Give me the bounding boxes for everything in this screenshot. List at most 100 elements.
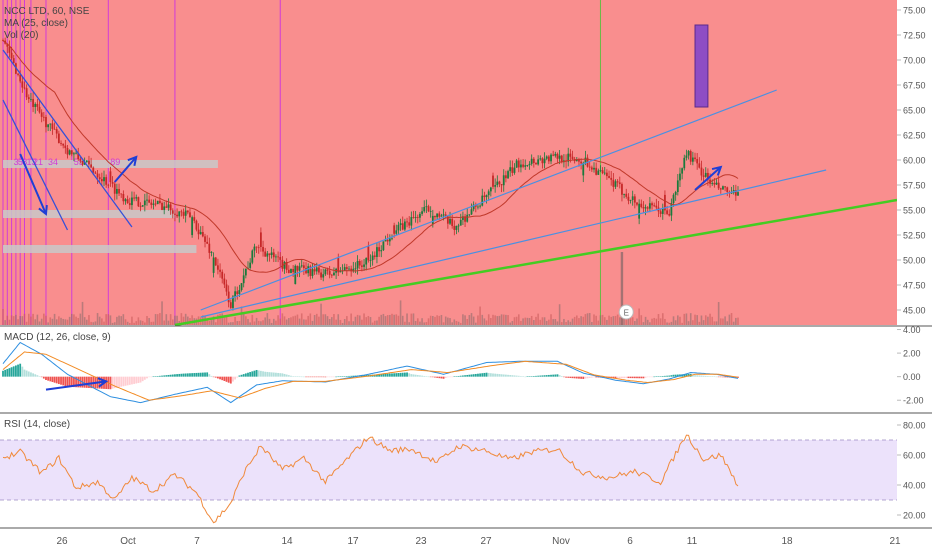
volume-bar bbox=[646, 319, 649, 325]
macd-histogram-bar bbox=[12, 366, 15, 377]
volume-bar bbox=[571, 318, 574, 325]
volume-bar bbox=[118, 315, 120, 325]
volume-bar bbox=[90, 321, 92, 325]
macd-histogram-bar bbox=[150, 376, 153, 378]
fib-label: 5 bbox=[18, 157, 23, 167]
macd-histogram-bar bbox=[532, 376, 535, 377]
macd-histogram-bar bbox=[384, 373, 387, 377]
macd-histogram-bar bbox=[85, 376, 88, 388]
price-legend-1: MA (25, close) bbox=[4, 18, 68, 29]
macd-histogram-bar bbox=[376, 374, 378, 377]
candle-body bbox=[290, 269, 292, 273]
candle-body bbox=[550, 154, 552, 162]
candle-body bbox=[479, 205, 482, 207]
macd-histogram-bar bbox=[141, 376, 144, 382]
volume-bar bbox=[475, 322, 477, 325]
volume-bar bbox=[638, 308, 640, 325]
volume-bar bbox=[483, 318, 486, 325]
volume-bar bbox=[608, 315, 610, 325]
candle-body bbox=[700, 167, 703, 176]
candle-body bbox=[393, 225, 396, 234]
candle-body bbox=[339, 271, 342, 273]
volume-bar bbox=[674, 320, 677, 325]
candle-body bbox=[378, 247, 380, 252]
candle-body bbox=[124, 199, 127, 202]
macd-histogram-bar bbox=[477, 373, 479, 377]
volume-bar bbox=[644, 316, 647, 325]
price-tick-label: 72.50 bbox=[903, 31, 926, 41]
candle-body bbox=[388, 238, 391, 242]
x-tick-label: 27 bbox=[480, 536, 492, 547]
macd-histogram-bar bbox=[70, 376, 73, 387]
candle-body bbox=[169, 204, 172, 211]
target-box bbox=[694, 24, 709, 108]
macd-histogram-bar bbox=[578, 376, 580, 379]
macd-histogram-bar bbox=[51, 376, 54, 383]
volume-bar bbox=[537, 313, 539, 325]
candle-body bbox=[631, 196, 634, 200]
macd-histogram-bar bbox=[651, 376, 653, 378]
volume-bar bbox=[148, 318, 150, 325]
candle-body bbox=[582, 162, 585, 176]
volume-bar bbox=[303, 319, 305, 325]
candle-body bbox=[672, 194, 675, 204]
candle-body bbox=[629, 199, 632, 201]
volume-bar bbox=[96, 313, 99, 325]
candle-body bbox=[320, 272, 322, 278]
candle-body bbox=[612, 179, 615, 187]
macd-histogram-bar bbox=[174, 374, 176, 377]
macd-histogram-bar bbox=[25, 370, 28, 377]
volume-bar bbox=[631, 317, 634, 325]
macd-histogram-bar bbox=[504, 374, 507, 377]
candle-body bbox=[453, 225, 456, 230]
macd-histogram-bar bbox=[4, 369, 7, 377]
volume-bar bbox=[479, 306, 481, 325]
macd-histogram-bar bbox=[597, 376, 600, 378]
volume-bar bbox=[38, 321, 41, 325]
macd-histogram-bar bbox=[339, 376, 342, 377]
volume-bar bbox=[240, 306, 243, 325]
volume-bar bbox=[373, 320, 376, 325]
volume-bar bbox=[528, 318, 531, 325]
candle-body bbox=[236, 291, 239, 295]
volume-bar bbox=[735, 317, 737, 325]
candle-body bbox=[182, 212, 185, 216]
x-tick-label: 17 bbox=[347, 536, 359, 547]
candle-body bbox=[694, 157, 696, 160]
candle-body bbox=[597, 170, 600, 175]
macd-histogram-bar bbox=[423, 375, 426, 377]
candle-body bbox=[434, 215, 436, 218]
candle-body bbox=[391, 238, 393, 240]
macd-histogram-bar bbox=[268, 372, 271, 377]
macd-arrow bbox=[45, 380, 107, 391]
candle-body bbox=[358, 261, 361, 266]
volume-bar bbox=[679, 316, 681, 325]
candle-body bbox=[664, 194, 666, 211]
macd-histogram-bar bbox=[111, 376, 114, 389]
volume-bar bbox=[498, 315, 501, 325]
volume-bar bbox=[361, 319, 363, 325]
candle-body bbox=[133, 197, 135, 199]
macd-histogram-bar bbox=[68, 376, 71, 387]
volume-bar bbox=[709, 313, 711, 325]
candle-body bbox=[462, 216, 464, 220]
macd-histogram-bar bbox=[318, 376, 320, 378]
volume-bar bbox=[165, 314, 168, 325]
macd-histogram-bar bbox=[113, 376, 116, 389]
candle-body bbox=[328, 270, 331, 275]
candle-body bbox=[668, 213, 671, 216]
candle-body bbox=[485, 195, 488, 198]
candle-body bbox=[8, 46, 11, 53]
candle-body bbox=[2, 40, 4, 41]
candle-body bbox=[414, 217, 417, 218]
volume-bar bbox=[737, 317, 739, 325]
volume-bar bbox=[348, 321, 350, 325]
candle-body bbox=[259, 232, 262, 247]
candle-body bbox=[560, 155, 563, 163]
macd-histogram-bar bbox=[120, 376, 123, 387]
volume-bar bbox=[4, 320, 6, 325]
volume-bar bbox=[728, 314, 731, 325]
candle-body bbox=[270, 252, 273, 255]
candle-body bbox=[567, 153, 570, 162]
